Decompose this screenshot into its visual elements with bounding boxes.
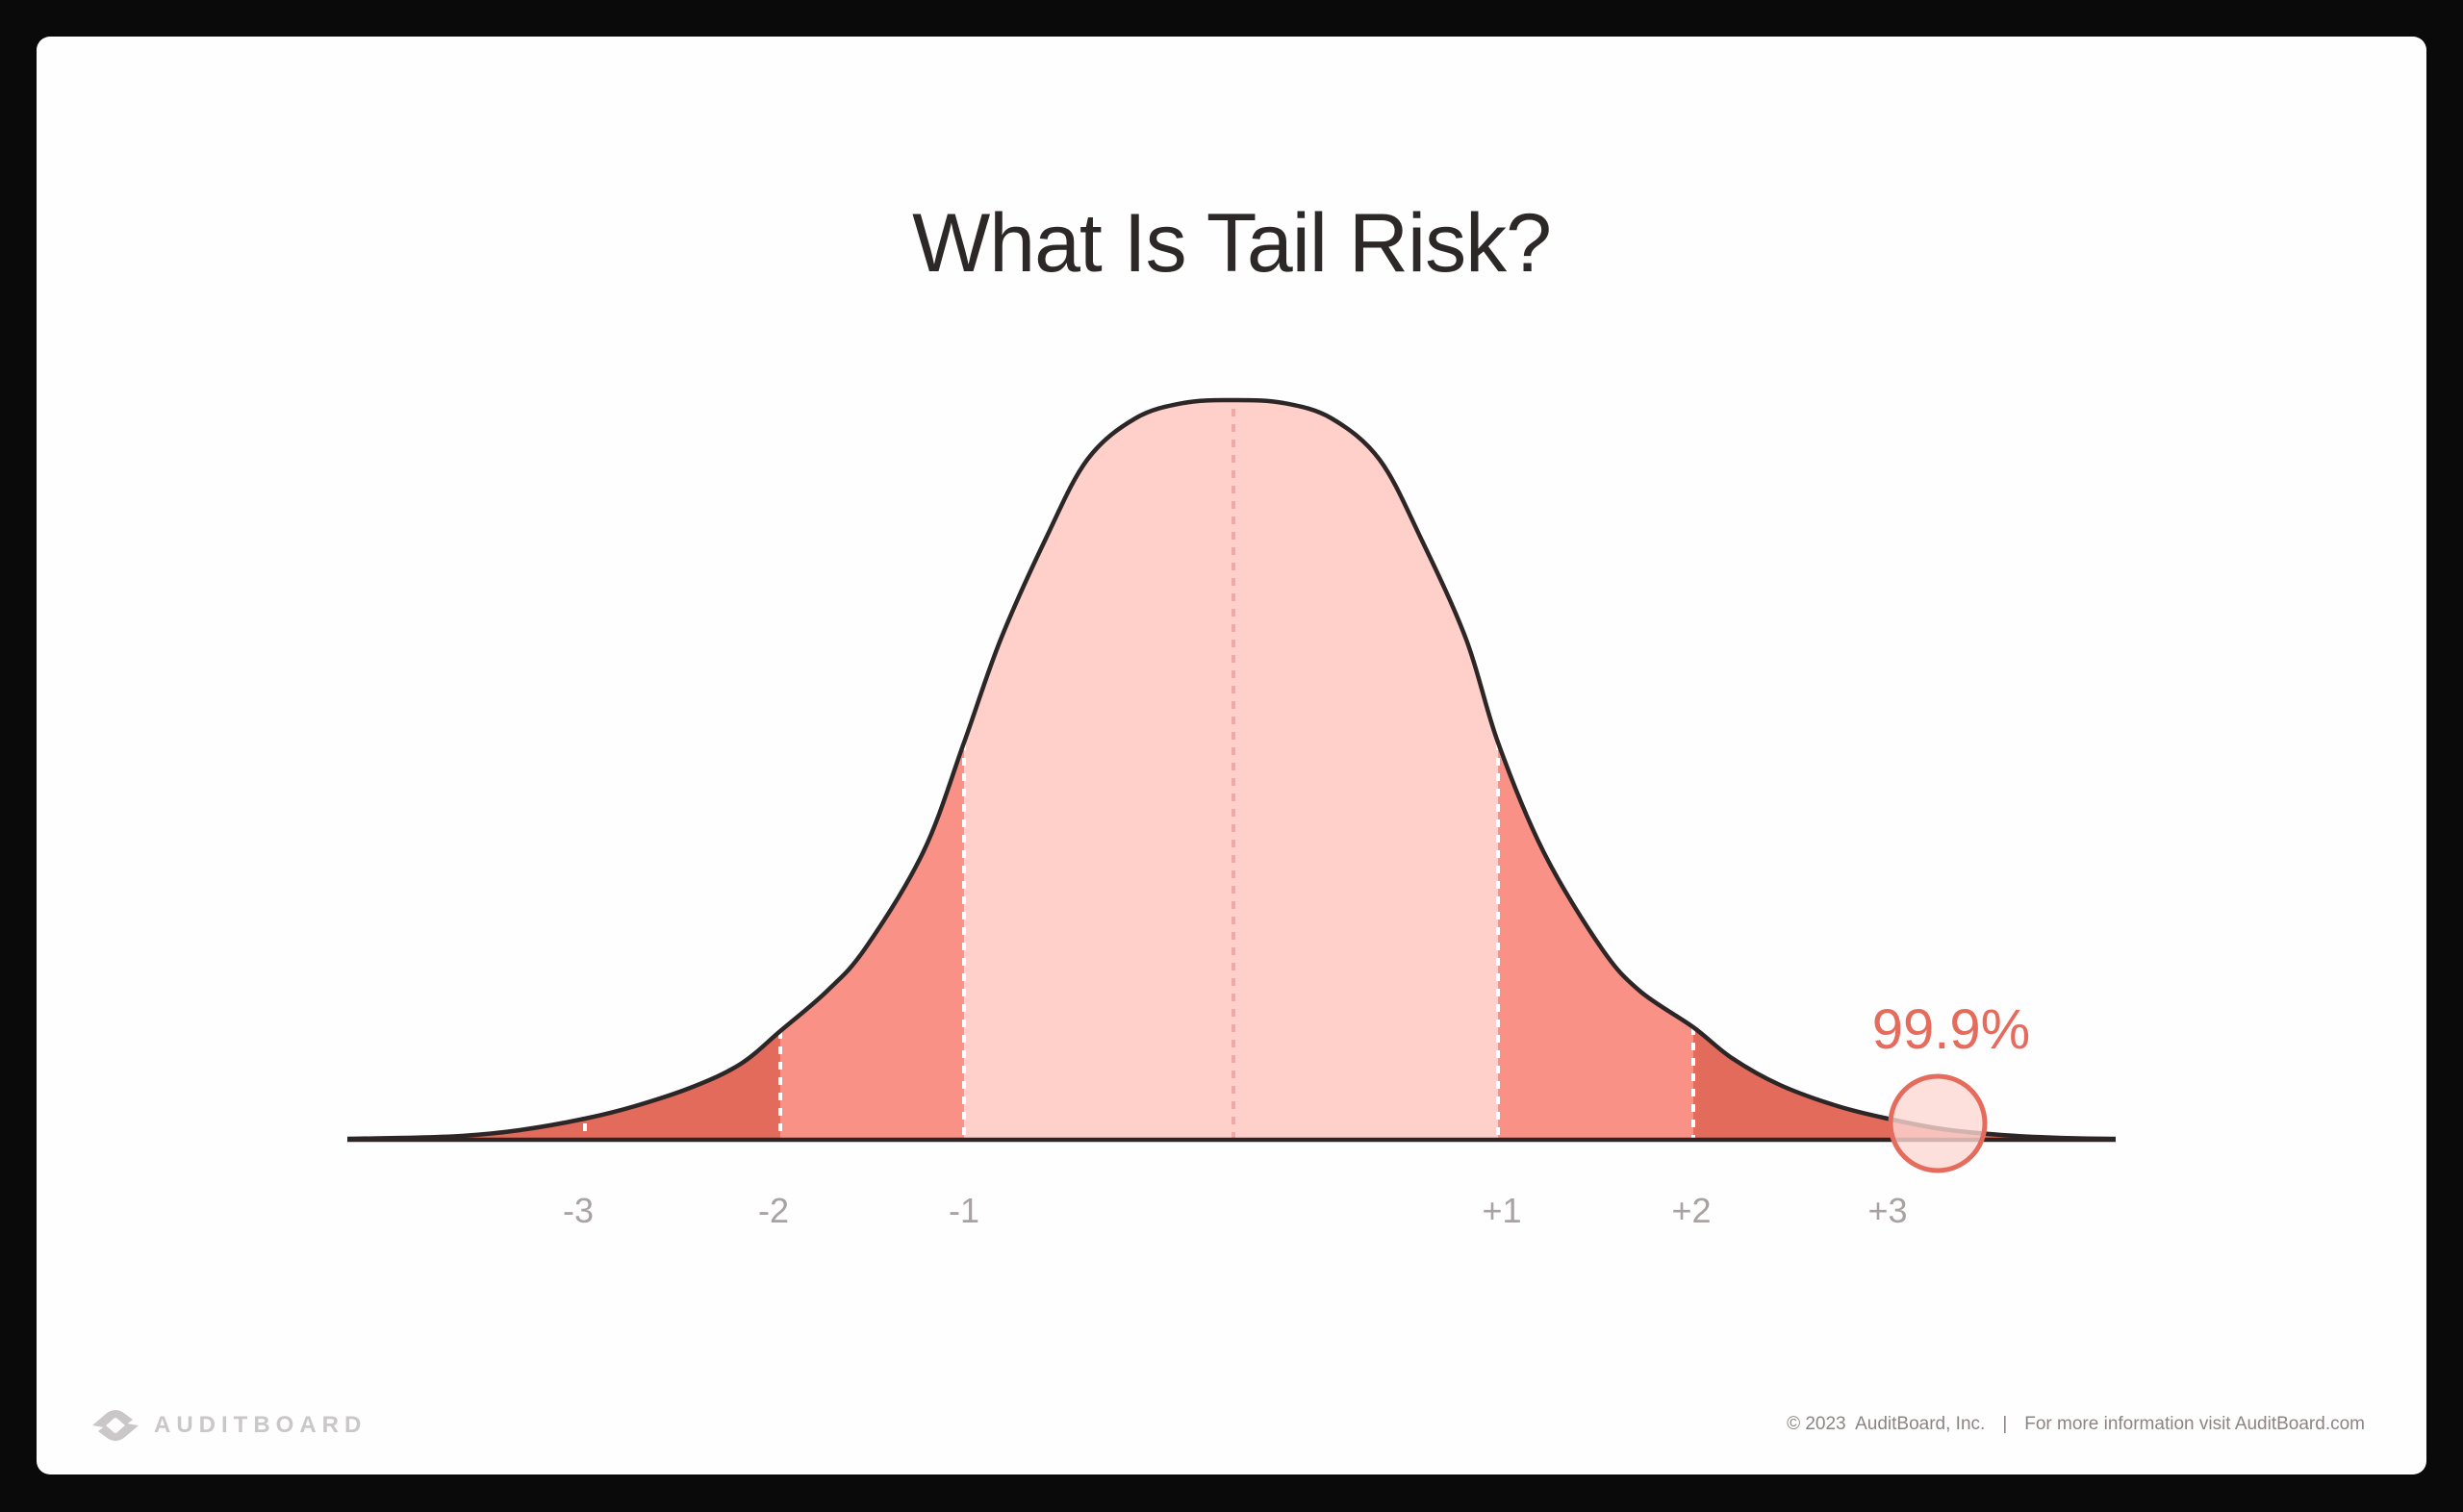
x-axis-labels: -3 -2 -1 +1 +2 +3 — [563, 1191, 1908, 1230]
tick-label-minus-3: -3 — [563, 1191, 594, 1230]
curve-fill — [347, 399, 2116, 1139]
bell-curve-line — [346, 397, 2117, 1142]
auditboard-logo: AUDITBOARD — [89, 1406, 367, 1445]
copyright-text: © 2023 AuditBoard, Inc. — [1787, 1414, 1986, 1434]
mid-band-right — [1498, 399, 1693, 1139]
tick-label-plus-1: +1 — [1482, 1191, 1521, 1230]
tail-highlight-circle — [1888, 1073, 1988, 1173]
tick-label-plus-2: +2 — [1671, 1191, 1711, 1230]
tail-percentage-label: 99.9% — [1872, 998, 2030, 1061]
mid-band-left — [780, 399, 964, 1139]
tick-label-minus-2: -2 — [758, 1191, 789, 1230]
tick-label-plus-3: +3 — [1867, 1191, 1907, 1230]
tail-band-left — [347, 399, 780, 1139]
bell-curve-chart: 99.9% -3 -2 -1 +1 +2 +3 — [346, 397, 2117, 1230]
auditboard-logo-icon — [92, 1410, 139, 1441]
website-link[interactable]: For more information visit AuditBoard.co… — [2024, 1414, 2365, 1434]
footer-info: © 2023 AuditBoard, Inc. | For more informa… — [1787, 1414, 2365, 1435]
center-band — [964, 399, 1498, 1139]
page-title: What Is Tail Risk? — [912, 197, 1552, 290]
logo-wordmark: AUDITBOARD — [154, 1412, 368, 1438]
slide-card: What Is Tail Risk? 99.9% -3 -2 -1 +1 — [37, 37, 2426, 1474]
tick-label-minus-1: -1 — [949, 1191, 979, 1230]
footer-separator: | — [2002, 1414, 2008, 1434]
